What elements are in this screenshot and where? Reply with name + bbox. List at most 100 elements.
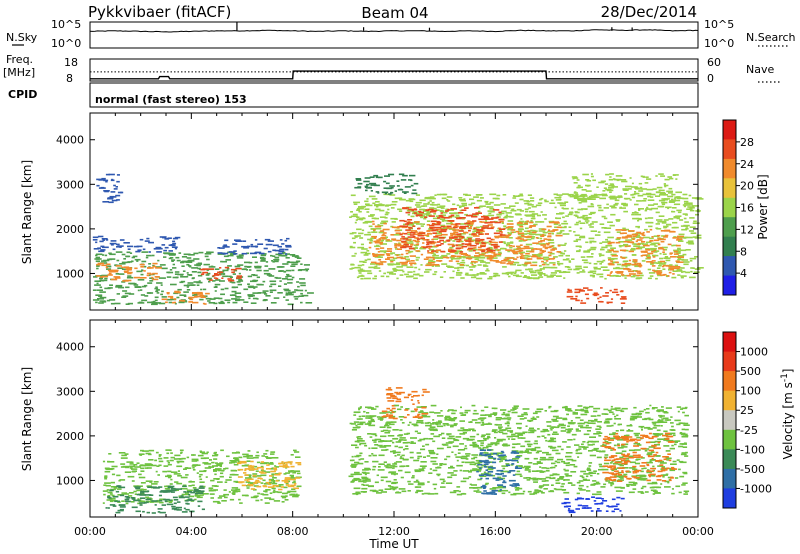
heatmap-cell xyxy=(475,486,483,489)
heatmap-cell xyxy=(155,267,162,269)
nave-tick-bottom: 0 xyxy=(707,72,714,85)
heatmap-cell xyxy=(658,419,661,421)
heatmap-cell xyxy=(414,470,421,473)
heatmap-cell xyxy=(348,475,354,478)
heatmap-cell xyxy=(379,216,386,218)
heatmap-cell xyxy=(573,191,577,193)
heatmap-cell xyxy=(450,424,457,427)
heatmap-cell xyxy=(219,475,224,478)
heatmap-cell xyxy=(211,465,218,467)
heatmap-cell xyxy=(262,258,265,261)
heatmap-cell xyxy=(365,203,370,205)
heatmap-cell xyxy=(512,443,518,445)
heatmap-cell xyxy=(642,254,648,257)
heatmap-cell xyxy=(510,209,517,212)
heatmap-cell xyxy=(521,466,525,469)
heatmap-cell xyxy=(562,193,569,195)
heatmap-cell xyxy=(655,195,661,197)
heatmap-cell xyxy=(542,214,547,216)
heatmap-cell xyxy=(286,237,290,240)
heatmap-cell xyxy=(549,202,556,204)
heatmap-cell xyxy=(230,253,236,256)
heatmap-cell xyxy=(454,212,459,214)
heatmap-cell xyxy=(671,429,676,431)
heatmap-cell xyxy=(214,268,220,270)
heatmap-cell xyxy=(393,267,397,270)
heatmap-cell xyxy=(394,244,398,247)
heatmap-cell xyxy=(105,266,109,269)
heatmap-cell xyxy=(357,264,363,267)
heatmap-cell xyxy=(548,254,552,257)
heatmap-cell xyxy=(593,410,598,413)
heatmap-cell xyxy=(513,258,518,260)
heatmap-cell xyxy=(477,489,480,491)
power-y-axis-label: Slant Range [km] xyxy=(20,160,34,264)
heatmap-cell xyxy=(243,455,248,458)
heatmap-cell xyxy=(379,209,385,212)
heatmap-cell xyxy=(614,199,620,202)
heatmap-cell xyxy=(419,208,425,211)
heatmap-cell xyxy=(430,196,435,198)
heatmap-cell xyxy=(524,202,529,205)
heatmap-cell xyxy=(108,453,112,455)
heatmap-cell xyxy=(567,421,572,424)
heatmap-cell xyxy=(154,299,158,302)
heatmap-cell xyxy=(269,468,275,470)
heatmap-cell xyxy=(659,462,667,464)
heatmap-cell xyxy=(667,207,670,210)
heatmap-cell xyxy=(192,292,197,294)
heatmap-cell xyxy=(250,460,254,463)
heatmap-cell xyxy=(378,204,385,207)
heatmap-cell xyxy=(413,248,416,251)
heatmap-cell xyxy=(155,290,159,293)
heatmap-cell xyxy=(646,261,653,263)
heatmap-cell xyxy=(369,242,372,244)
heatmap-cell xyxy=(231,452,237,454)
heatmap-cell xyxy=(491,407,496,410)
heatmap-cell xyxy=(493,232,500,235)
heatmap-cell xyxy=(450,474,457,476)
heatmap-cell xyxy=(585,407,588,410)
heatmap-cell xyxy=(656,273,662,275)
heatmap-cell xyxy=(239,255,244,257)
heatmap-cell xyxy=(565,409,572,411)
heatmap-cell xyxy=(581,216,585,218)
heatmap-cell xyxy=(678,468,681,471)
heatmap-cell xyxy=(446,253,451,255)
heatmap-cell xyxy=(536,450,542,452)
heatmap-cell xyxy=(353,487,361,490)
heatmap-cell xyxy=(430,404,437,407)
heatmap-cell xyxy=(500,247,505,250)
heatmap-cell xyxy=(615,271,619,273)
heatmap-cell xyxy=(502,194,507,196)
heatmap-cell xyxy=(662,474,668,476)
heatmap-cell xyxy=(111,494,115,497)
heatmap-cell xyxy=(131,256,135,259)
heatmap-cell xyxy=(227,254,234,257)
heatmap-cell xyxy=(652,188,657,190)
heatmap-cell xyxy=(188,493,191,496)
heatmap-cell xyxy=(349,459,354,462)
heatmap-cell xyxy=(562,207,566,210)
heatmap-cell xyxy=(632,217,639,220)
heatmap-cell xyxy=(550,429,553,431)
heatmap-cell xyxy=(590,198,596,200)
heatmap-cell xyxy=(255,470,259,472)
heatmap-cell xyxy=(468,227,472,230)
heatmap-cell xyxy=(492,412,498,414)
heatmap-cell xyxy=(112,196,117,198)
heatmap-cell xyxy=(668,218,674,220)
heatmap-cell xyxy=(450,234,454,237)
heatmap-cell xyxy=(453,231,459,234)
heatmap-cell xyxy=(393,234,401,236)
heatmap-cell xyxy=(475,421,481,424)
heatmap-cell xyxy=(623,459,630,462)
heatmap-cell xyxy=(97,235,104,238)
heatmap-cell xyxy=(394,437,398,440)
heatmap-cell xyxy=(520,223,526,226)
heatmap-cell xyxy=(357,441,360,443)
heatmap-cell xyxy=(274,465,277,467)
heatmap-cell xyxy=(244,265,252,268)
heatmap-cell xyxy=(284,481,289,484)
heatmap-cell xyxy=(472,412,479,415)
